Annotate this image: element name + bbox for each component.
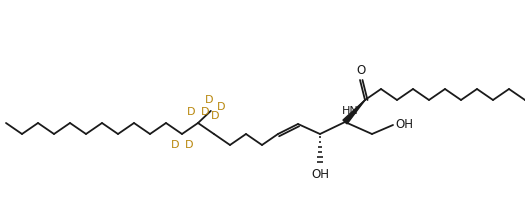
Text: D: D — [216, 102, 225, 112]
Text: D: D — [211, 111, 219, 121]
Text: OH: OH — [311, 168, 329, 180]
Text: D: D — [205, 95, 213, 105]
Polygon shape — [343, 100, 365, 124]
Text: D: D — [187, 107, 195, 117]
Text: D: D — [171, 140, 179, 150]
Text: O: O — [356, 64, 365, 77]
Text: OH: OH — [395, 117, 413, 131]
Text: D: D — [185, 140, 193, 150]
Text: D: D — [201, 107, 209, 117]
Text: HN: HN — [342, 106, 359, 116]
